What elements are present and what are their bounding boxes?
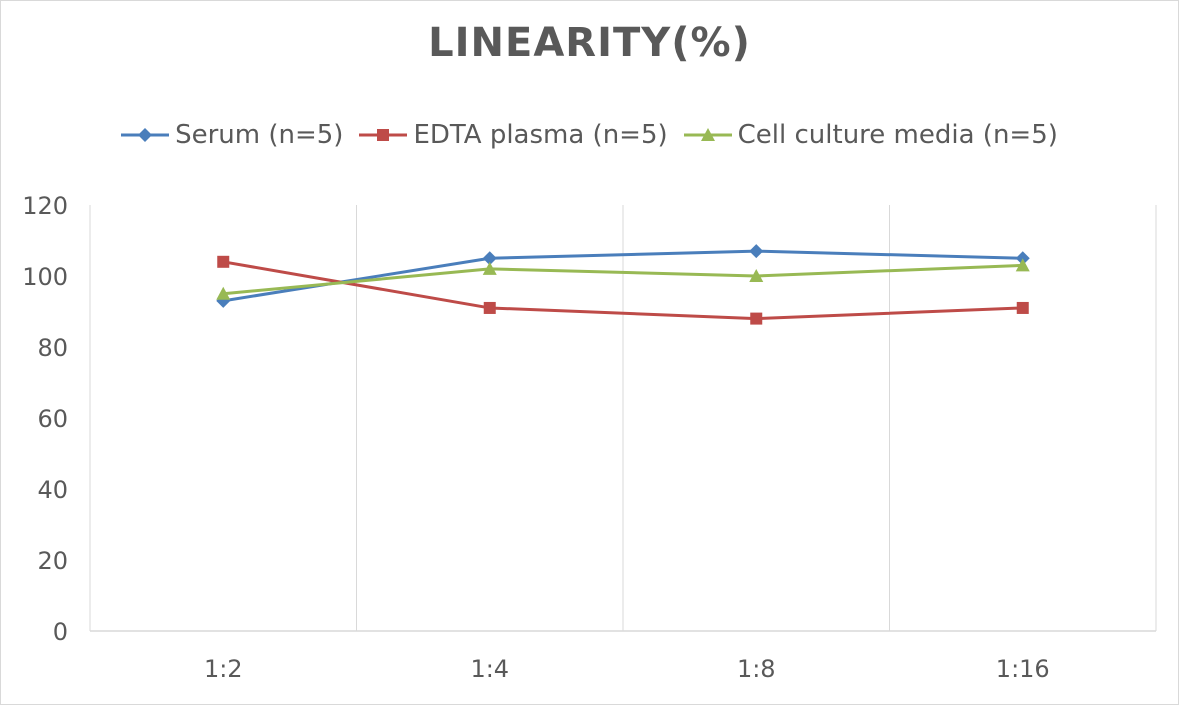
series-line-serum (223, 249, 1023, 303)
data-point-edta-plasma (1016, 301, 1029, 314)
legend-label-edta-plasma: EDTA plasma (n=5) (413, 120, 668, 150)
legend-swatch-cell-culture-media (683, 128, 732, 141)
y-tick-label: 40 (37, 476, 68, 504)
legend-swatch-serum (121, 128, 170, 142)
legend-label-serum: Serum (n=5) (175, 120, 344, 150)
chart-legend: Serum (n=5) EDTA plasma (n=5) Cell cultu… (0, 120, 1179, 150)
series-line-cell-culture-media (223, 263, 1023, 296)
data-point-serum (1015, 251, 1030, 266)
x-tick-label: 1:2 (204, 655, 243, 683)
series-line-edta-plasma (222, 260, 1023, 321)
legend-swatch-edta-plasma (359, 129, 408, 141)
legend-label-cell-culture-media: Cell culture media (n=5) (737, 120, 1058, 150)
x-tick-label: 1:4 (470, 655, 509, 683)
y-tick-label: 20 (37, 547, 68, 575)
y-tick-label: 120 (22, 192, 68, 220)
y-tick-label: 60 (37, 405, 68, 433)
legend-item-edta-plasma: EDTA plasma (n=5) (359, 120, 668, 150)
data-point-serum (749, 244, 764, 259)
data-point-edta-plasma (483, 301, 496, 314)
data-point-serum (482, 251, 497, 266)
data-point-edta-plasma (217, 255, 230, 268)
legend-item-cell-culture-media: Cell culture media (n=5) (683, 120, 1058, 150)
y-tick-label: 0 (53, 618, 68, 646)
y-tick-label: 80 (37, 334, 68, 362)
y-tick-label: 100 (22, 263, 68, 291)
data-point-cell-culture-media (1015, 258, 1030, 272)
data-point-cell-culture-media (749, 269, 764, 282)
x-tick-label: 1:8 (737, 655, 776, 683)
chart-title: LINEARITY(%) (428, 20, 751, 66)
data-point-cell-culture-media (216, 286, 231, 300)
legend-item-serum: Serum (n=5) (121, 120, 343, 150)
data-point-cell-culture-media (482, 261, 497, 275)
x-tick-label: 1:16 (996, 655, 1050, 683)
data-point-edta-plasma (750, 312, 763, 325)
